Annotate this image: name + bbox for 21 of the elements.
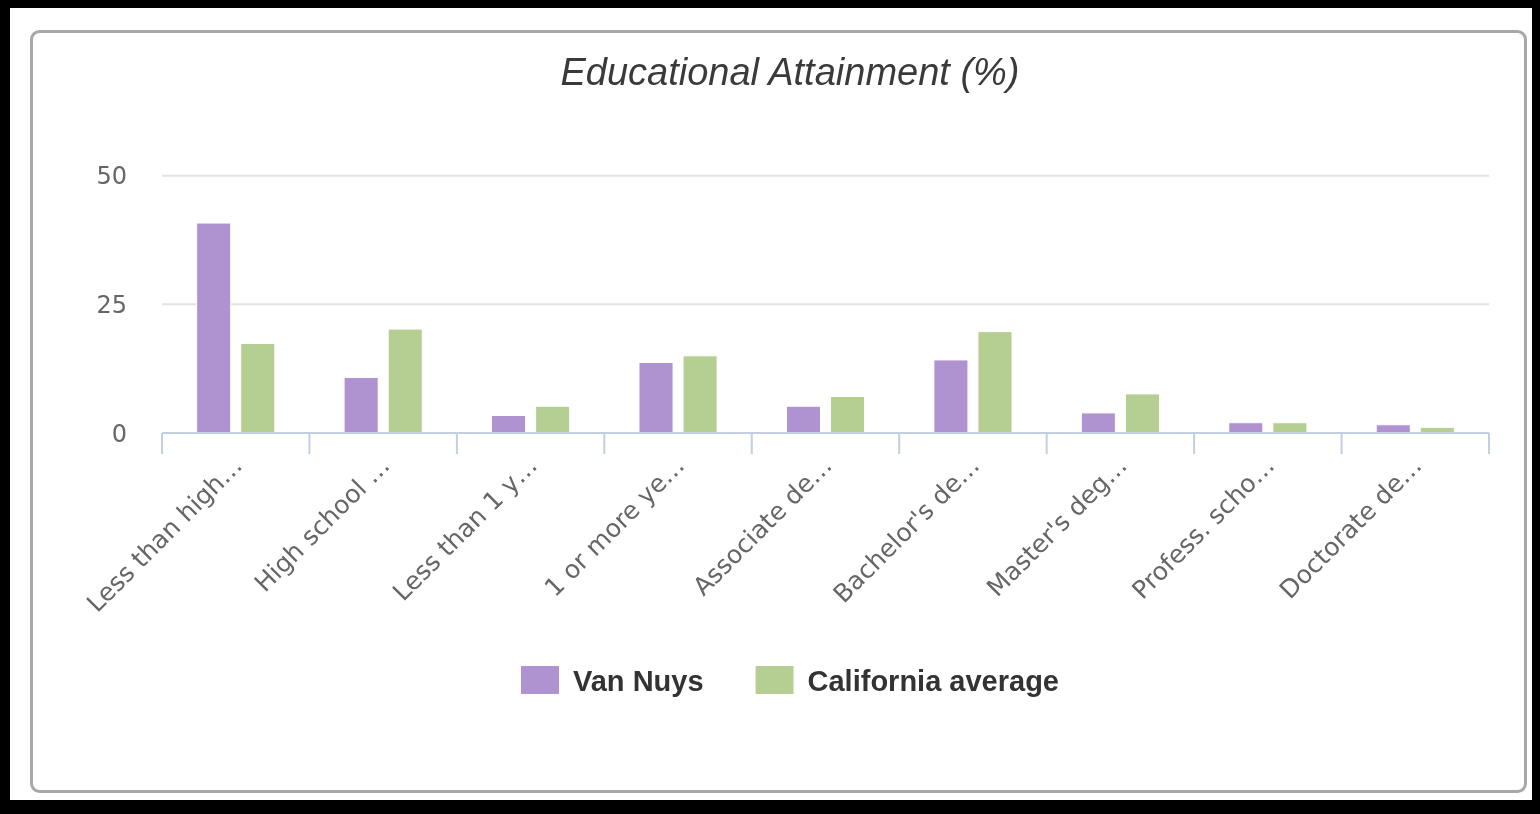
bar: [638, 362, 674, 434]
legend-label: California average: [807, 665, 1060, 697]
bar: [535, 405, 571, 434]
bar: [830, 395, 866, 434]
bar: [682, 355, 718, 434]
legend-label: Van Nuys: [573, 665, 704, 697]
bar: [785, 405, 821, 434]
y-tick-label: 0: [111, 419, 127, 448]
bar: [343, 376, 379, 434]
bar: [1124, 393, 1160, 434]
bar: [933, 359, 969, 434]
chart-title: Educational Attainment (%): [560, 51, 1020, 93]
bar: [1080, 412, 1116, 434]
bar: [977, 331, 1013, 434]
bar: [491, 415, 527, 434]
bar: [240, 342, 276, 434]
bar: [196, 222, 232, 434]
bar: [387, 328, 423, 434]
y-tick-label: 50: [96, 162, 127, 191]
bar: [1272, 422, 1308, 434]
y-tick-label: 25: [96, 290, 127, 319]
